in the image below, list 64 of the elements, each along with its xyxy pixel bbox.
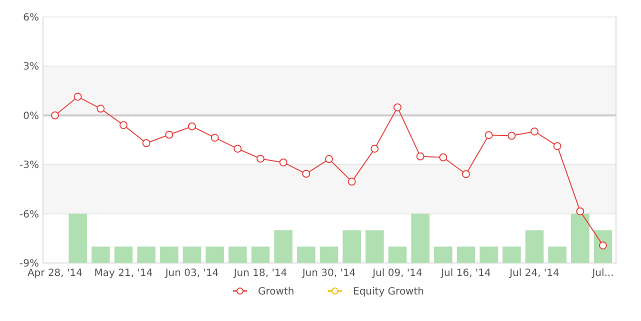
x-tick-label: Jul 09, '14	[372, 268, 422, 279]
point	[576, 207, 584, 216]
bar	[502, 246, 521, 263]
x-tick-label: Jun 30, '14	[301, 268, 356, 279]
point	[394, 103, 402, 112]
point	[462, 170, 470, 178]
point	[370, 144, 379, 153]
x-tick-label: Apr 28, '14	[27, 268, 83, 279]
point	[210, 134, 219, 142]
point	[302, 170, 310, 178]
point	[256, 154, 264, 163]
bar	[274, 230, 292, 263]
point	[142, 139, 150, 148]
point	[120, 121, 128, 130]
bar	[68, 214, 87, 263]
y-tick-label: 6%	[23, 12, 39, 24]
point	[325, 155, 333, 164]
bar	[411, 214, 430, 263]
bar	[206, 246, 224, 263]
x-tick-label: Jul 24, '14	[508, 268, 560, 279]
bar	[160, 246, 178, 263]
x-tick-label: May 21, '14	[94, 268, 153, 279]
point	[348, 178, 356, 186]
point	[188, 122, 196, 130]
x-tick-label: Jul...	[591, 268, 614, 279]
x-tick-label: Jun 18, '14	[232, 268, 288, 279]
y-tick-label: -3%	[20, 160, 39, 172]
x-tick-label: Jun 03, '14	[164, 268, 219, 279]
bar	[320, 246, 338, 263]
bar	[388, 246, 407, 263]
bar	[114, 246, 133, 263]
bar	[548, 246, 566, 263]
point	[279, 158, 288, 166]
point	[234, 144, 242, 153]
bar	[137, 246, 156, 263]
legend-label: Equity Growth	[353, 286, 424, 298]
point	[51, 111, 59, 120]
bar	[456, 246, 476, 263]
point	[530, 127, 538, 136]
bar	[92, 246, 110, 263]
bar	[525, 230, 544, 263]
bar	[251, 246, 270, 263]
point	[416, 152, 424, 160]
bar	[342, 230, 361, 263]
y-tick-label: 3%	[23, 62, 39, 73]
x-tick-label: Jul 16, '14	[440, 268, 491, 279]
point	[484, 131, 493, 140]
y-tick-label: 0%	[23, 110, 39, 122]
bar	[228, 246, 247, 263]
point	[553, 142, 562, 150]
point	[508, 132, 516, 140]
bar	[434, 246, 452, 263]
point	[439, 153, 448, 162]
bar	[480, 246, 498, 263]
legend-label: Growth	[258, 286, 294, 298]
point	[74, 92, 82, 101]
bar	[297, 246, 316, 263]
point	[165, 130, 174, 139]
bar	[366, 230, 384, 263]
bar	[182, 246, 202, 263]
y-tick-label: -6%	[20, 209, 39, 220]
y-tick-label: -9%	[20, 258, 39, 270]
point	[96, 104, 105, 113]
bar	[571, 214, 590, 263]
